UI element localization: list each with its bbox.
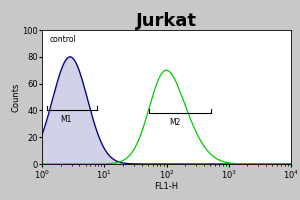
Title: Jurkat: Jurkat [136, 12, 197, 30]
Text: M1: M1 [61, 115, 72, 124]
X-axis label: FL1-H: FL1-H [154, 182, 178, 191]
Text: M2: M2 [169, 118, 181, 127]
Y-axis label: Counts: Counts [12, 82, 21, 112]
Text: control: control [50, 35, 76, 44]
